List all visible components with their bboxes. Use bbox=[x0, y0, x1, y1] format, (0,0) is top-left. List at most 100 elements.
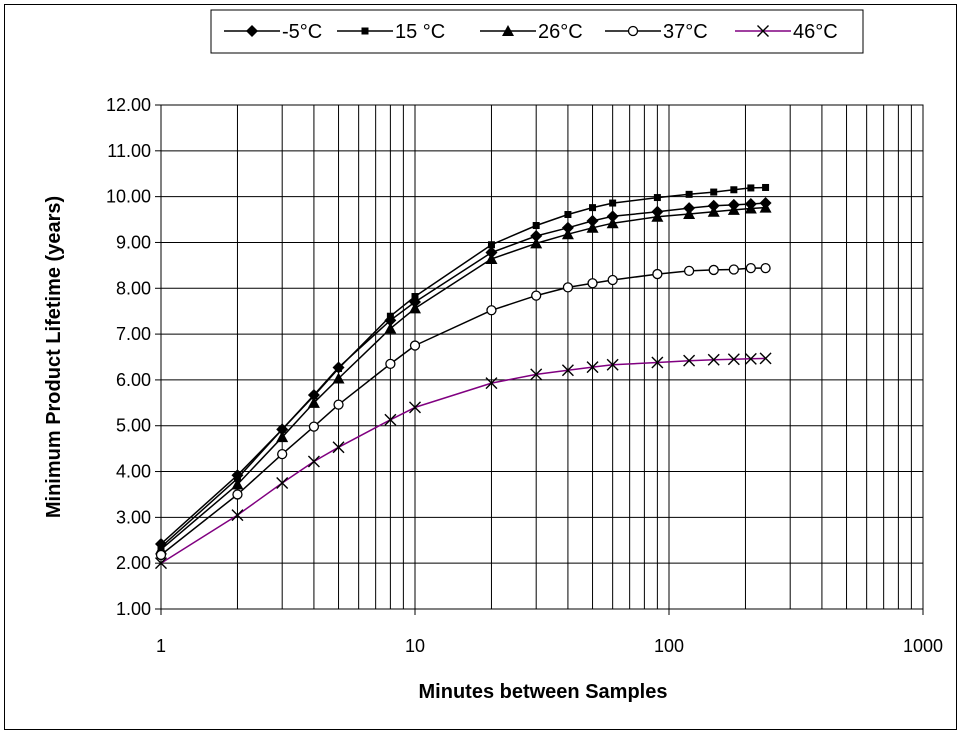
data-point bbox=[486, 305, 497, 316]
data-point bbox=[727, 353, 740, 366]
data-point bbox=[744, 352, 757, 365]
data-point bbox=[530, 368, 543, 381]
plot-area bbox=[160, 104, 924, 610]
data-point bbox=[586, 221, 599, 233]
series-group bbox=[155, 183, 772, 570]
data-point bbox=[759, 201, 772, 213]
series-square bbox=[157, 183, 770, 551]
series-x bbox=[155, 352, 772, 570]
data-point bbox=[487, 241, 495, 249]
y-tick-label: 3.00 bbox=[116, 507, 151, 527]
data-point bbox=[762, 183, 770, 191]
y-tick-label: 5.00 bbox=[116, 416, 151, 436]
data-point bbox=[409, 340, 421, 351]
data-point bbox=[757, 25, 769, 37]
legend-entry: 26°C bbox=[480, 21, 583, 43]
data-point bbox=[653, 194, 661, 202]
data-point bbox=[683, 208, 696, 220]
data-point bbox=[155, 549, 167, 561]
x-tick-label: 1 bbox=[156, 636, 166, 656]
data-point bbox=[561, 364, 574, 377]
data-point bbox=[730, 186, 738, 194]
data-point bbox=[652, 268, 663, 280]
legend-label: 15 °C bbox=[395, 21, 445, 43]
series-line bbox=[160, 357, 766, 564]
data-point bbox=[564, 211, 572, 219]
data-point bbox=[485, 377, 498, 390]
data-point bbox=[277, 448, 288, 460]
data-point bbox=[232, 489, 243, 500]
data-point bbox=[561, 221, 574, 234]
data-point bbox=[278, 425, 286, 433]
data-point bbox=[710, 188, 718, 196]
y-tick-label: 1.00 bbox=[116, 599, 151, 619]
data-point bbox=[606, 210, 619, 223]
data-point bbox=[386, 312, 394, 320]
data-point bbox=[276, 477, 289, 489]
y-tick-label: 7.00 bbox=[116, 324, 151, 344]
data-point bbox=[707, 353, 720, 366]
data-point bbox=[276, 431, 289, 443]
data-point bbox=[530, 237, 543, 249]
series-line bbox=[160, 267, 766, 556]
data-point bbox=[587, 278, 598, 289]
legend-entry: 37°C bbox=[605, 21, 708, 43]
data-point bbox=[607, 274, 618, 286]
legend-entry: 46°C bbox=[735, 21, 838, 43]
y-tick-label: 4.00 bbox=[116, 462, 151, 482]
data-point bbox=[531, 290, 542, 301]
legend-label: 37°C bbox=[663, 21, 708, 43]
data-point bbox=[627, 25, 639, 37]
data-point bbox=[760, 262, 771, 274]
data-point bbox=[361, 27, 369, 35]
series-circle bbox=[155, 262, 771, 561]
data-point bbox=[384, 413, 397, 426]
data-point bbox=[586, 214, 599, 227]
data-point bbox=[532, 222, 540, 230]
data-point bbox=[308, 421, 320, 432]
y-tick-label: 9.00 bbox=[116, 232, 151, 252]
x-tick-label: 100 bbox=[654, 636, 684, 656]
data-point bbox=[744, 202, 757, 214]
data-point bbox=[385, 358, 396, 370]
data-point bbox=[727, 203, 740, 215]
x-axis: 1 10 100 1000 bbox=[156, 609, 943, 656]
data-point bbox=[707, 205, 720, 217]
data-point bbox=[307, 396, 320, 408]
x-tick-label: 10 bbox=[405, 636, 425, 656]
grid bbox=[160, 104, 923, 610]
data-point bbox=[411, 293, 419, 301]
data-point bbox=[708, 264, 719, 276]
legend-entry: -5°C bbox=[224, 21, 322, 43]
legend: -5°C 15 °C 26°C 37°C 46°C bbox=[210, 9, 864, 54]
data-point bbox=[606, 217, 619, 229]
data-point bbox=[606, 358, 619, 371]
legend-label: -5°C bbox=[282, 21, 322, 43]
data-point bbox=[562, 282, 574, 293]
y-axis: 1.00 2.00 3.00 4.00 5.00 6.00 7.00 8.00 9.00 10.0… bbox=[106, 95, 161, 619]
series-diamond bbox=[155, 197, 772, 550]
series-line bbox=[160, 206, 766, 550]
data-point bbox=[728, 264, 739, 275]
y-tick-label: 2.00 bbox=[116, 553, 151, 573]
data-point bbox=[586, 361, 599, 374]
legend-label: 46°C bbox=[793, 21, 838, 43]
data-point bbox=[589, 204, 597, 212]
data-point bbox=[561, 228, 574, 240]
data-point bbox=[332, 372, 345, 384]
data-point bbox=[485, 246, 498, 259]
data-point bbox=[747, 184, 755, 192]
data-point bbox=[335, 364, 343, 372]
x-axis-label: Minutes between Samples bbox=[419, 681, 668, 703]
legend-label: 26°C bbox=[538, 21, 583, 43]
data-point bbox=[609, 199, 617, 207]
data-point bbox=[651, 356, 664, 369]
data-point bbox=[485, 252, 498, 264]
y-tick-label: 6.00 bbox=[116, 370, 151, 390]
data-point bbox=[409, 302, 421, 314]
data-point bbox=[333, 399, 344, 410]
data-point bbox=[651, 210, 664, 222]
x-tick-label: 1000 bbox=[903, 636, 943, 656]
data-point bbox=[530, 230, 543, 243]
